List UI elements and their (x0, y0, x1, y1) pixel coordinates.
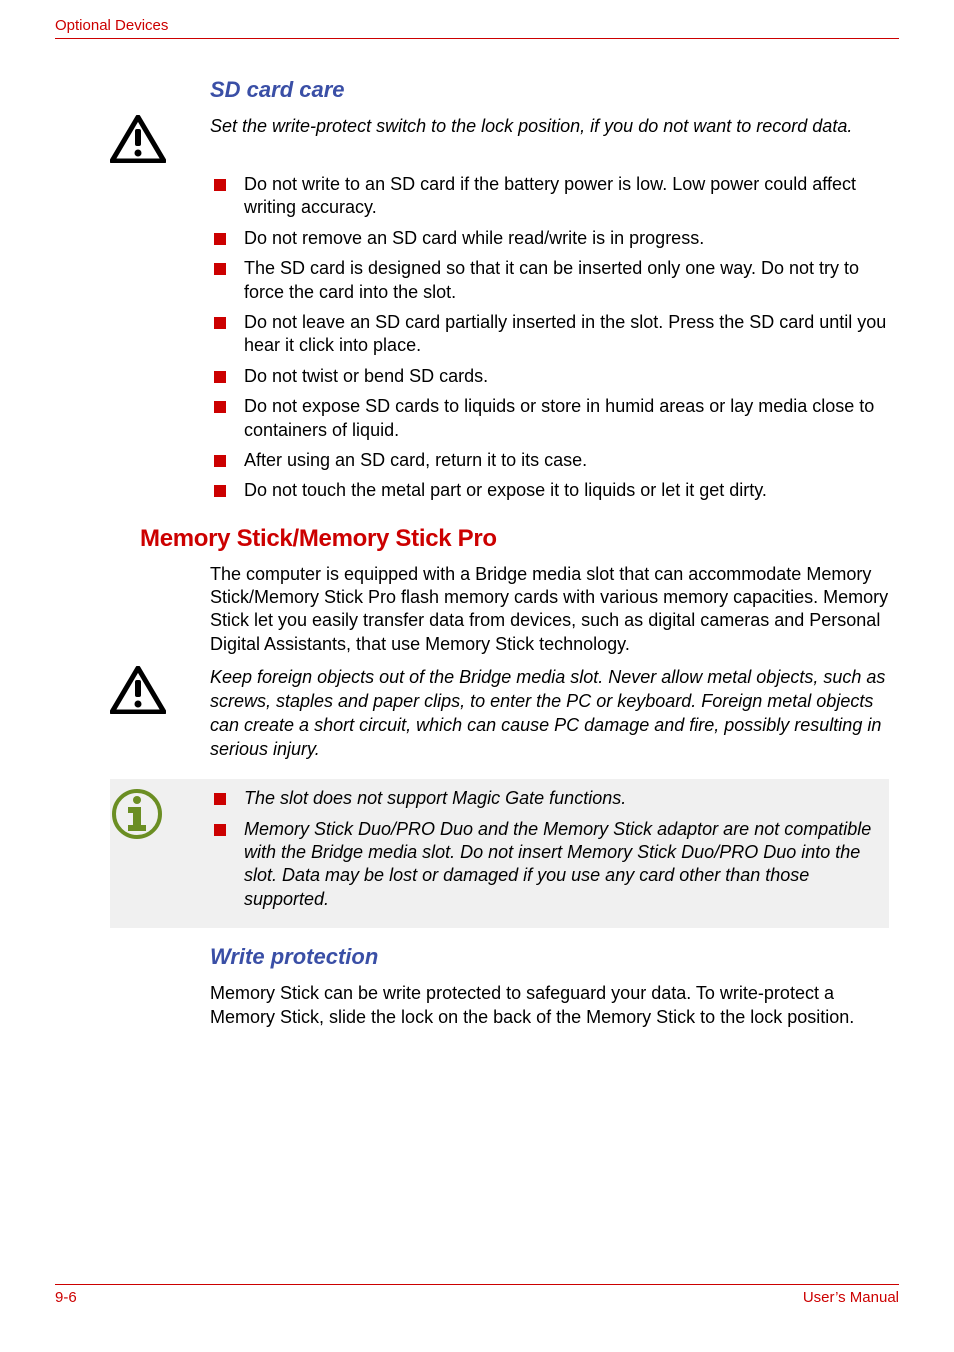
page-footer: 9-6 User’s Manual (55, 1284, 899, 1306)
list-item: Do not leave an SD card partially insert… (210, 311, 889, 358)
list-item: The slot does not support Magic Gate fun… (210, 787, 883, 810)
warning-icon (110, 115, 166, 163)
page-number: 9-6 (55, 1289, 77, 1306)
write-protection-body: Memory Stick can be write protected to s… (210, 982, 889, 1029)
manual-title: User’s Manual (803, 1289, 899, 1306)
list-item: Do not expose SD cards to liquids or sto… (210, 395, 889, 442)
info-icon (110, 787, 166, 841)
section-memory-stick: Memory Stick/Memory Stick Pro (140, 525, 889, 553)
list-item: Do not touch the metal part or expose it… (210, 479, 889, 502)
list-item: Memory Stick Duo/PRO Duo and the Memory … (210, 818, 883, 912)
list-item: After using an SD card, return it to its… (210, 449, 889, 472)
section-write-protection: Write protection Memory Stick can be wri… (210, 944, 889, 1029)
heading-sd-card-care: SD card care (210, 77, 889, 103)
running-header: Optional Devices (55, 17, 899, 34)
warning-icon (110, 666, 166, 714)
sd-care-bullets: Do not write to an SD card if the batter… (210, 173, 889, 503)
list-item: Do not remove an SD card while read/writ… (210, 227, 889, 250)
memory-stick-intro: The computer is equipped with a Bridge m… (210, 563, 889, 657)
list-item: Do not write to an SD card if the batter… (210, 173, 889, 220)
warning-text-1: Set the write-protect switch to the lock… (166, 115, 889, 139)
header-rule (55, 38, 899, 39)
warning-block-1: Set the write-protect switch to the lock… (110, 115, 889, 163)
footer-rule (55, 1284, 899, 1285)
bullet-list-sd: Do not write to an SD card if the batter… (210, 173, 889, 503)
warning-block-2: Keep foreign objects out of the Bridge m… (110, 666, 889, 761)
bullet-list-info: The slot does not support Magic Gate fun… (210, 787, 883, 911)
page: Optional Devices SD card care Set the wr… (0, 0, 954, 1352)
info-text: The slot does not support Magic Gate fun… (166, 787, 883, 918)
footer-row: 9-6 User’s Manual (55, 1289, 899, 1306)
heading-write-protection: Write protection (210, 944, 889, 970)
section-sd-card-care: SD card care (210, 77, 889, 103)
warning-text-2: Keep foreign objects out of the Bridge m… (166, 666, 889, 761)
list-item: Do not twist or bend SD cards. (210, 365, 889, 388)
heading-memory-stick: Memory Stick/Memory Stick Pro (140, 525, 889, 553)
list-item: The SD card is designed so that it can b… (210, 257, 889, 304)
memory-stick-intro-block: The computer is equipped with a Bridge m… (210, 563, 889, 657)
info-block: The slot does not support Magic Gate fun… (110, 779, 889, 928)
